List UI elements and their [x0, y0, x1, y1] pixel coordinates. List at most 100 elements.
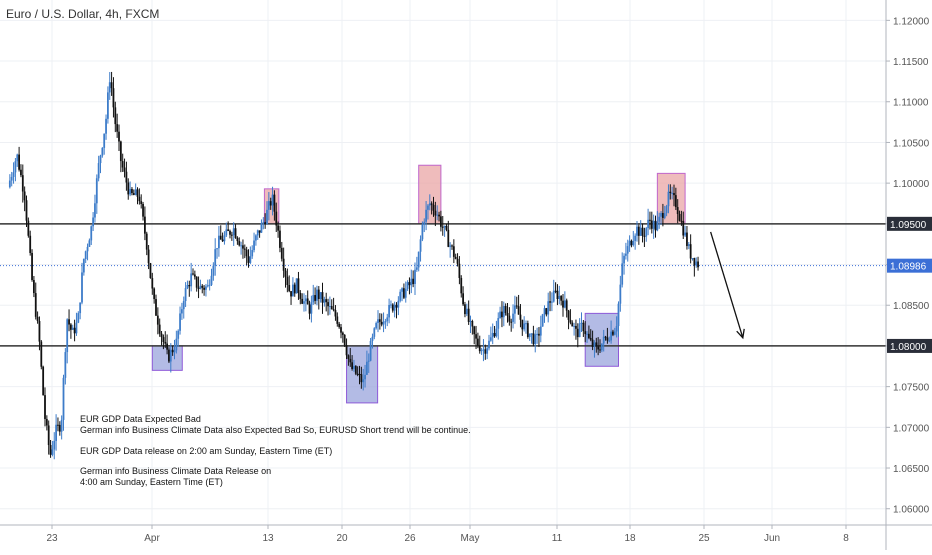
- candle-body: [147, 249, 150, 264]
- candle-body: [58, 424, 61, 432]
- x-tick-label: 11: [552, 533, 563, 544]
- candle-body: [14, 161, 17, 173]
- candle-body: [340, 327, 342, 333]
- candle-body: [473, 326, 476, 335]
- candle-body: [341, 332, 344, 335]
- candle-body: [292, 284, 294, 297]
- candle-body: [49, 445, 52, 455]
- candle-body: [691, 258, 694, 260]
- candle-body: [621, 263, 624, 285]
- candle-body: [21, 175, 24, 192]
- candle-body: [658, 216, 661, 222]
- candle-body: [440, 216, 442, 227]
- candle-body: [60, 419, 63, 432]
- y-tick-label: 1.10500: [893, 138, 930, 149]
- candle-body: [25, 200, 28, 221]
- candle-body: [554, 290, 557, 292]
- candle-body: [329, 306, 331, 308]
- candle-body: [123, 167, 126, 172]
- y-tick-label: 1.12000: [893, 16, 930, 27]
- candle-body: [284, 270, 287, 277]
- candle-body: [160, 333, 163, 338]
- candle-body: [44, 395, 46, 419]
- forecast-arrow: [710, 231, 745, 340]
- candle-body: [686, 232, 688, 246]
- candle-body: [510, 321, 513, 323]
- x-tick-label: May: [461, 533, 480, 544]
- x-tick-label: 25: [698, 533, 710, 544]
- candle-body: [92, 217, 94, 227]
- candle-body: [218, 235, 220, 249]
- candle-body: [630, 240, 633, 246]
- candle-body: [107, 92, 109, 119]
- candle-body: [171, 349, 174, 353]
- candle-body: [253, 240, 255, 251]
- candle-body: [121, 161, 124, 168]
- candle-body: [186, 284, 189, 289]
- candle-body: [164, 341, 167, 344]
- support-zone: [584, 312, 620, 367]
- candle-body: [71, 327, 74, 330]
- candle-body: [242, 245, 244, 249]
- candle-body: [452, 246, 455, 257]
- candle-body: [665, 206, 668, 214]
- candle-body: [256, 230, 259, 236]
- candle-body: [499, 311, 501, 318]
- candle-body: [269, 201, 272, 206]
- candle-body: [552, 290, 555, 302]
- candle-body: [606, 337, 609, 341]
- candle-body: [593, 342, 596, 347]
- candle-body: [156, 315, 159, 325]
- candle-body: [663, 213, 666, 218]
- candle-body: [267, 201, 270, 210]
- candle-body: [108, 82, 111, 93]
- candle-body: [214, 249, 217, 266]
- candle-body: [175, 338, 178, 351]
- candle-body: [693, 258, 696, 266]
- candle-body: [610, 331, 612, 341]
- candle-body: [632, 240, 635, 246]
- candle-body: [301, 298, 304, 304]
- current-price-label-bg: [887, 258, 932, 273]
- candle-body: [10, 176, 13, 181]
- candle-body: [288, 285, 291, 292]
- candle-body: [77, 313, 80, 323]
- candle-body: [16, 154, 19, 162]
- candle-body: [401, 288, 403, 292]
- candle-body: [264, 222, 267, 224]
- candle-body: [649, 219, 651, 221]
- candle-body: [576, 328, 579, 338]
- candle-body: [626, 246, 629, 254]
- candle-body: [569, 319, 572, 323]
- candle-body: [286, 276, 289, 286]
- candle-body: [216, 248, 218, 250]
- candle-body: [434, 210, 437, 216]
- candle-body: [415, 267, 418, 270]
- candle-body: [219, 235, 222, 240]
- candle-body: [697, 261, 699, 268]
- candle-body: [443, 225, 446, 228]
- candle-body: [351, 362, 353, 369]
- candle-body: [388, 304, 390, 318]
- candle-body: [112, 88, 115, 108]
- candle-body: [279, 230, 281, 248]
- y-tick-label: 1.06000: [893, 505, 930, 516]
- candle-body: [482, 349, 485, 351]
- candle-body: [436, 214, 439, 216]
- candle-body: [290, 291, 292, 297]
- candle-body: [88, 240, 91, 247]
- candle-body: [523, 323, 526, 330]
- candle-body: [460, 277, 463, 294]
- candle-body: [441, 226, 444, 228]
- candle-body: [625, 253, 627, 256]
- candle-body: [660, 212, 662, 217]
- candle-body: [323, 299, 326, 303]
- candle-body: [131, 188, 133, 194]
- candle-body: [345, 345, 348, 356]
- candle-body: [580, 322, 583, 324]
- forecast-arrow-line: [710, 231, 744, 338]
- candle-body: [354, 365, 357, 374]
- candle-body: [201, 285, 204, 288]
- x-tick-label: Apr: [144, 533, 160, 544]
- candle-body: [47, 425, 50, 446]
